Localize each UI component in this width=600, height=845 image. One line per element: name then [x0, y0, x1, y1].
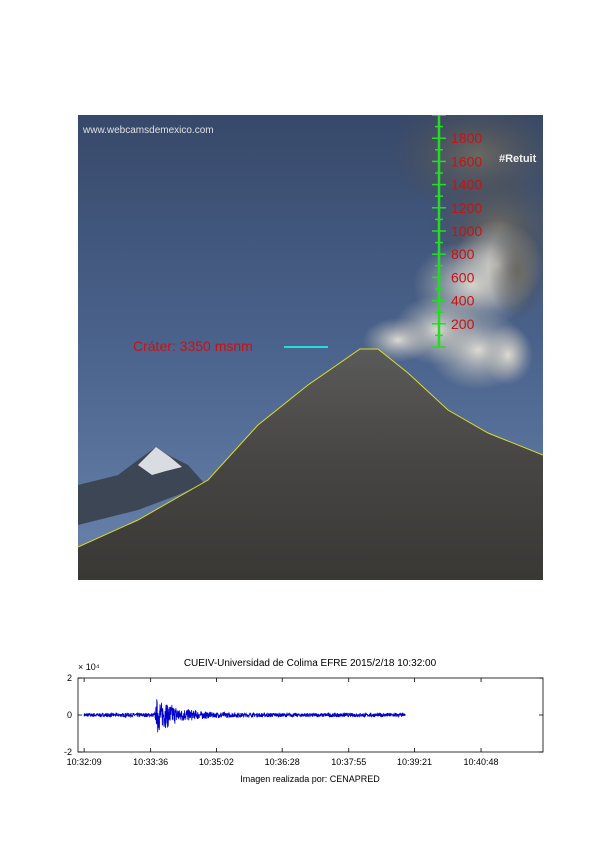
- height-scale: 1800 1600 1400 1200 1000 800 600 400 200: [432, 115, 482, 348]
- volcano-webcam-image: Cráter: 3350 msnm www.webcamsdemexico.co…: [78, 115, 543, 580]
- seismic-trace-series: [83, 699, 406, 733]
- x-tick-label: 10:33:36: [133, 757, 168, 767]
- scale-label: 1800: [451, 130, 482, 146]
- y-exponent-label: × 10⁴: [78, 662, 100, 672]
- x-tick-label: 10:40:48: [464, 757, 499, 767]
- x-axis-label: Imagen realizada por: CENAPRED: [240, 774, 380, 784]
- chart-title: CUEIV-Universidad de Colima EFRE 2015/2/…: [184, 658, 437, 669]
- x-tick-label: 10:39:21: [397, 757, 432, 767]
- crater-label: Cráter: 3350 msnm: [133, 338, 253, 354]
- scale-label: 1000: [451, 223, 482, 239]
- ash-plume: [363, 115, 543, 390]
- scale-label: 600: [451, 269, 475, 285]
- scale-label: 1400: [451, 177, 482, 193]
- x-tick-label: 10:36:28: [265, 757, 300, 767]
- volcano-ridge-outline: [78, 348, 543, 548]
- x-tick-label: 10:35:02: [199, 757, 234, 767]
- y-tick-label: -2: [64, 747, 72, 757]
- distant-peak-snow: [138, 447, 182, 475]
- axis-ticks: 10:32:09 10:33:36 10:35:02 10:36:28 10:37:55…: [64, 673, 543, 767]
- scale-label: 1200: [451, 200, 482, 216]
- x-tick-label: 10:32:09: [67, 757, 102, 767]
- scale-label: 800: [451, 246, 475, 262]
- retuit-tag: #Retuit: [499, 153, 537, 165]
- scale-label: 400: [451, 293, 475, 309]
- volcano-body: [78, 349, 543, 580]
- x-tick-label: 10:37:55: [331, 757, 366, 767]
- seismogram-chart: CUEIV-Universidad de Colima EFRE 2015/2/…: [64, 658, 544, 784]
- y-tick-label: 2: [67, 673, 72, 683]
- scale-label: 1600: [451, 153, 482, 169]
- scale-label: 200: [451, 316, 475, 332]
- y-tick-label: 0: [67, 710, 72, 720]
- watermark: www.webcamsdemexico.com: [82, 125, 214, 136]
